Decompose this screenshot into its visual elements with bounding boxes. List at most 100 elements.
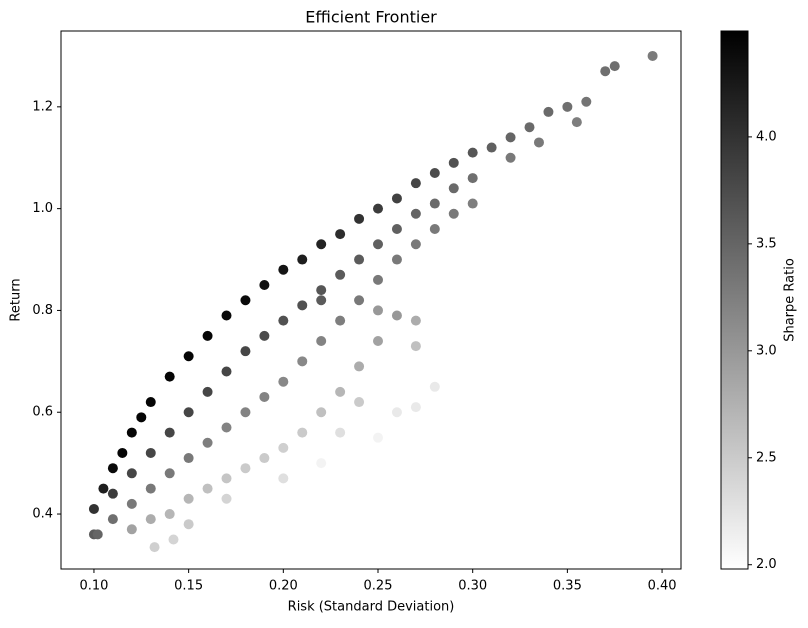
- point: [240, 295, 251, 306]
- point: [467, 147, 478, 158]
- point: [240, 463, 251, 474]
- point: [202, 330, 213, 341]
- point: [92, 529, 103, 540]
- point: [316, 335, 327, 346]
- point: [278, 315, 289, 326]
- x-tick-label: 0.40: [648, 579, 677, 594]
- point: [126, 524, 137, 535]
- point: [240, 346, 251, 357]
- point: [373, 432, 384, 443]
- point: [183, 453, 194, 464]
- point: [373, 305, 384, 316]
- point: [609, 61, 620, 72]
- point: [373, 274, 384, 285]
- point: [505, 132, 516, 143]
- point: [168, 534, 179, 545]
- point: [107, 463, 118, 474]
- x-tick-label: 0.15: [174, 579, 203, 594]
- point: [107, 514, 118, 525]
- point: [373, 335, 384, 346]
- point: [316, 407, 327, 418]
- y-axis-label: Return: [9, 278, 24, 321]
- x-axis-label: Risk (Standard Deviation): [288, 600, 455, 615]
- point: [240, 407, 251, 418]
- point: [391, 193, 402, 204]
- point: [486, 142, 497, 153]
- x-tick-label: 0.20: [269, 579, 298, 594]
- point: [221, 310, 232, 321]
- point: [297, 254, 308, 265]
- point: [259, 391, 270, 402]
- point: [278, 264, 289, 275]
- x-tick-label: 0.30: [458, 579, 487, 594]
- point: [410, 208, 421, 219]
- point: [316, 458, 327, 469]
- point: [373, 239, 384, 250]
- point: [429, 223, 440, 234]
- point: [278, 376, 289, 387]
- point: [316, 239, 327, 250]
- point: [335, 386, 346, 397]
- point: [335, 229, 346, 240]
- point: [533, 137, 544, 148]
- point: [297, 300, 308, 311]
- point: [373, 203, 384, 214]
- point: [126, 498, 137, 509]
- point: [183, 351, 194, 362]
- point: [183, 407, 194, 418]
- point: [202, 386, 213, 397]
- y-tick-label: 1.2: [32, 99, 53, 114]
- point: [164, 468, 175, 479]
- point: [335, 427, 346, 438]
- point: [391, 407, 402, 418]
- point: [297, 356, 308, 367]
- point: [410, 315, 421, 326]
- point: [136, 412, 147, 423]
- point: [429, 168, 440, 179]
- point: [335, 315, 346, 326]
- point: [571, 117, 582, 128]
- point: [505, 152, 516, 163]
- point: [354, 213, 365, 224]
- point: [297, 427, 308, 438]
- x-tick-label: 0.10: [79, 579, 108, 594]
- point: [221, 493, 232, 504]
- point: [448, 183, 459, 194]
- point: [259, 330, 270, 341]
- y-tick-label: 1.0: [32, 201, 53, 216]
- point: [221, 473, 232, 484]
- point: [354, 254, 365, 265]
- point: [647, 50, 658, 61]
- point: [117, 447, 128, 458]
- point: [164, 509, 175, 520]
- point: [259, 279, 270, 290]
- point: [164, 427, 175, 438]
- point: [145, 514, 156, 525]
- point: [335, 269, 346, 280]
- point: [391, 254, 402, 265]
- point: [183, 493, 194, 504]
- point: [98, 483, 109, 494]
- x-tick-label: 0.35: [553, 579, 582, 594]
- point: [145, 397, 156, 408]
- point: [467, 198, 478, 209]
- point: [429, 198, 440, 209]
- colorbar-tick-label: 3.5: [756, 236, 777, 251]
- point: [278, 473, 289, 484]
- point: [467, 173, 478, 184]
- point: [145, 447, 156, 458]
- point: [221, 422, 232, 433]
- y-tick-label: 0.4: [32, 507, 53, 522]
- point: [410, 178, 421, 189]
- point: [600, 66, 611, 77]
- point: [316, 295, 327, 306]
- colorbar-tick-label: 3.0: [756, 343, 777, 358]
- point: [259, 453, 270, 464]
- point: [354, 295, 365, 306]
- point: [391, 223, 402, 234]
- x-tick-label: 0.25: [364, 579, 393, 594]
- colorbar-tick-label: 4.0: [756, 129, 777, 144]
- point: [543, 106, 554, 117]
- point: [126, 427, 137, 438]
- point: [202, 437, 213, 448]
